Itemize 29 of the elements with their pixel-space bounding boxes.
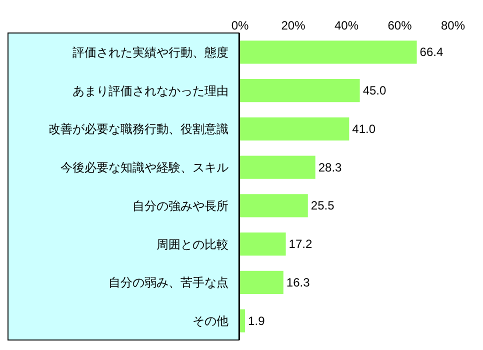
- y-tick-label: その他: [192, 314, 229, 328]
- y-tick-label: 今後必要な知識や経験、スキル: [60, 160, 229, 175]
- y-tick-label: 自分の弱み、苦手な点: [108, 276, 229, 290]
- bar: [240, 194, 308, 218]
- data-label: 66.4: [420, 45, 444, 60]
- bar: [240, 232, 286, 256]
- y-tick-label: あまり評価されなかった理由: [72, 84, 229, 98]
- data-label: 17.2: [288, 237, 312, 252]
- y-tick-label: 自分の強みや長所: [132, 198, 229, 213]
- x-tick-label: 20%: [281, 18, 306, 33]
- x-tick-label: 0%: [231, 18, 249, 33]
- bar: [240, 270, 284, 294]
- data-label: 25.5: [310, 198, 335, 213]
- x-tick-label: 40%: [334, 18, 359, 33]
- x-tick-label: 80%: [440, 18, 466, 33]
- data-label: 16.3: [286, 275, 310, 290]
- bar: [240, 156, 316, 179]
- data-label: 45.0: [362, 84, 386, 98]
- x-tick-label: 60%: [388, 18, 412, 33]
- data-label: 1.9: [248, 314, 266, 328]
- data-label: 41.0: [352, 122, 376, 136]
- y-tick-label: 改善が必要な職務行動、役割意識: [48, 122, 229, 136]
- bar: [240, 309, 246, 332]
- y-tick-label: 評価された実績や行動、態度: [72, 45, 229, 60]
- bar: [240, 79, 360, 102]
- bar: [240, 40, 417, 64]
- data-label: 28.3: [318, 160, 342, 174]
- bar: [240, 117, 350, 140]
- y-tick-label: 周囲との比較: [156, 237, 229, 252]
